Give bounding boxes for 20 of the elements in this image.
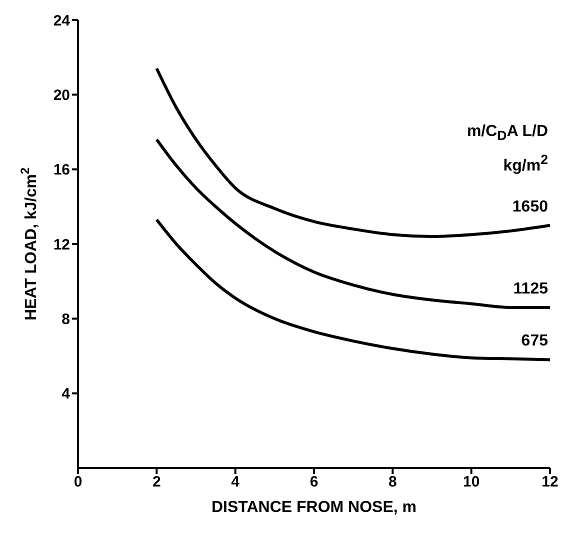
x-tick-label: 0 xyxy=(74,474,82,491)
series-label: 1650 xyxy=(512,198,548,216)
x-axis-title: DISTANCE FROM NOSE, m xyxy=(211,499,417,516)
x-tick-label: 10 xyxy=(462,474,480,491)
line-series xyxy=(155,67,550,238)
y-tick-label: 16 xyxy=(53,162,70,179)
x-tick-label: 8 xyxy=(388,474,397,491)
x-tick-label: 4 xyxy=(231,474,240,491)
x-tick-label: 6 xyxy=(310,474,318,491)
line-series xyxy=(155,218,550,362)
series-label: 1125 xyxy=(513,280,548,298)
x-tick-label: 2 xyxy=(152,474,161,491)
y-tick-label: 4 xyxy=(62,386,71,403)
y-tick-label: 20 xyxy=(53,86,70,104)
y-tick-label: 24 xyxy=(53,12,71,30)
legend-heading: m/C$_{D}$A L/D kg/m$^{2}$ xyxy=(466,122,548,177)
y-tick-label: 12 xyxy=(53,236,70,254)
x-tick-label: 12 xyxy=(542,474,558,491)
y-tick-label: 8 xyxy=(62,310,70,328)
series-label: 675 xyxy=(521,332,548,350)
